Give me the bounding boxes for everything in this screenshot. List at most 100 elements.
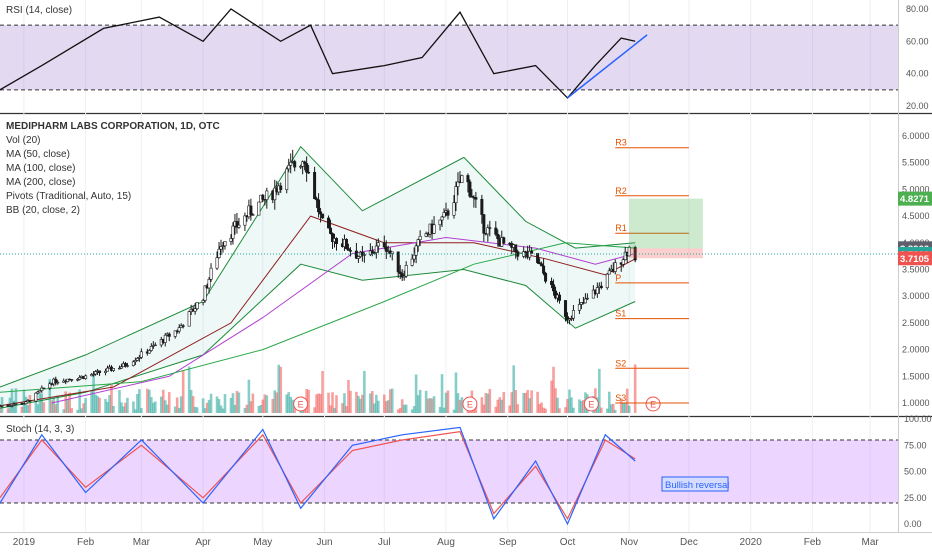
rsi-axis-tick: 40.00	[906, 69, 929, 79]
volume-bar	[335, 395, 338, 413]
volume-bar	[430, 398, 434, 413]
volume-bar	[289, 396, 293, 413]
candle-body	[402, 275, 406, 278]
stoch-axis-tick: 100.00	[904, 414, 932, 424]
volume-bar	[150, 397, 153, 413]
candle-body	[418, 235, 422, 240]
volume-bar	[605, 408, 609, 413]
candle-body	[488, 227, 492, 229]
volume-bar	[285, 394, 289, 413]
candle-body	[117, 367, 121, 370]
rsi-axis-tick: 20.00	[906, 101, 929, 111]
candle-body	[249, 205, 253, 215]
volume-bar	[347, 379, 350, 413]
volume-bar	[536, 391, 539, 413]
candle-body	[315, 198, 319, 201]
volume-bar	[331, 392, 334, 413]
volume-bar	[349, 390, 352, 413]
candle-body	[317, 199, 321, 213]
candle-body	[217, 248, 221, 258]
volume-bar	[26, 405, 30, 413]
volume-bar	[412, 406, 416, 413]
candle-body	[552, 284, 556, 292]
candle-body	[585, 297, 589, 300]
legend-ma100: MA (100, close)	[6, 163, 75, 174]
volume-bar	[598, 368, 601, 413]
candle-body	[565, 316, 569, 321]
volume-bar	[20, 406, 24, 413]
volume-bar	[432, 396, 436, 413]
candle-body	[514, 244, 518, 252]
volume-bar	[229, 397, 233, 413]
time-axis-label: Feb	[77, 537, 95, 548]
volume-bar	[426, 398, 430, 413]
candle-body	[591, 289, 595, 299]
candle-body	[139, 351, 143, 358]
volume-bar	[245, 404, 249, 413]
rsi-axis-tick: 80.00	[906, 4, 929, 14]
candle-body	[348, 250, 352, 252]
candle-body	[12, 404, 16, 406]
volume-bar	[607, 391, 611, 413]
pivot-label: S3	[615, 393, 626, 403]
candle-body	[482, 214, 486, 234]
candle-body	[173, 330, 177, 337]
time-axis-label: 2019	[13, 537, 36, 548]
rsi-trendline	[567, 34, 648, 99]
time-axis-label: Jun	[316, 537, 332, 548]
volume-bar	[500, 399, 504, 413]
volume-bar	[52, 397, 56, 413]
volume-bar	[313, 407, 316, 413]
candle-body	[496, 233, 500, 240]
volume-bar	[159, 396, 163, 413]
volume-bar	[369, 393, 372, 413]
candle-body	[346, 248, 350, 251]
volume-bar	[118, 390, 121, 413]
candle-body	[123, 363, 127, 367]
candle-body	[147, 350, 151, 354]
pivot-label: S2	[615, 358, 626, 368]
time-axis-label: May	[253, 537, 272, 548]
candle-body	[92, 373, 96, 376]
volume-bar	[66, 399, 69, 413]
candle-body	[480, 198, 484, 215]
volume-bar	[291, 399, 294, 413]
volume-bar	[271, 398, 275, 413]
volume-bar	[329, 405, 332, 413]
volume-bar	[275, 392, 279, 413]
volume-bar	[538, 404, 541, 413]
volume-bar	[64, 391, 68, 413]
volume-bar	[388, 389, 392, 413]
candle-body	[558, 294, 562, 301]
earnings-marker	[583, 396, 599, 412]
volume-bar	[287, 392, 291, 413]
volume-bar	[428, 398, 432, 413]
pivot-label: R1	[615, 223, 627, 233]
volume-bar	[70, 408, 73, 413]
volume-bar	[42, 402, 46, 413]
stoch-band	[0, 440, 898, 503]
candle-body	[299, 166, 303, 168]
volume-bar	[261, 399, 265, 413]
stoch-axis-tick: 75.00	[904, 440, 927, 450]
main-title: MEDIPHARM LABS CORPORATION, 1D, OTC	[6, 121, 220, 132]
stoch-title: Stoch (14, 3, 3)	[6, 424, 74, 435]
volume-bar	[498, 397, 502, 413]
price-tag-bg	[898, 251, 932, 266]
time-axis-label: Aug	[437, 537, 455, 548]
volume-bar	[28, 395, 32, 413]
volume-bar	[404, 404, 408, 413]
volume-bar	[361, 394, 364, 413]
volume-bar	[375, 394, 378, 413]
volume-bar	[444, 392, 448, 413]
candle-body	[400, 273, 404, 278]
volume-bar	[193, 406, 197, 413]
volume-bar	[195, 407, 199, 413]
candle-body	[289, 161, 293, 166]
volume-bar	[458, 399, 462, 413]
earnings-marker	[645, 396, 661, 412]
position-stop-zone	[629, 248, 703, 259]
candle-body	[78, 377, 82, 380]
candle-body	[452, 202, 456, 216]
